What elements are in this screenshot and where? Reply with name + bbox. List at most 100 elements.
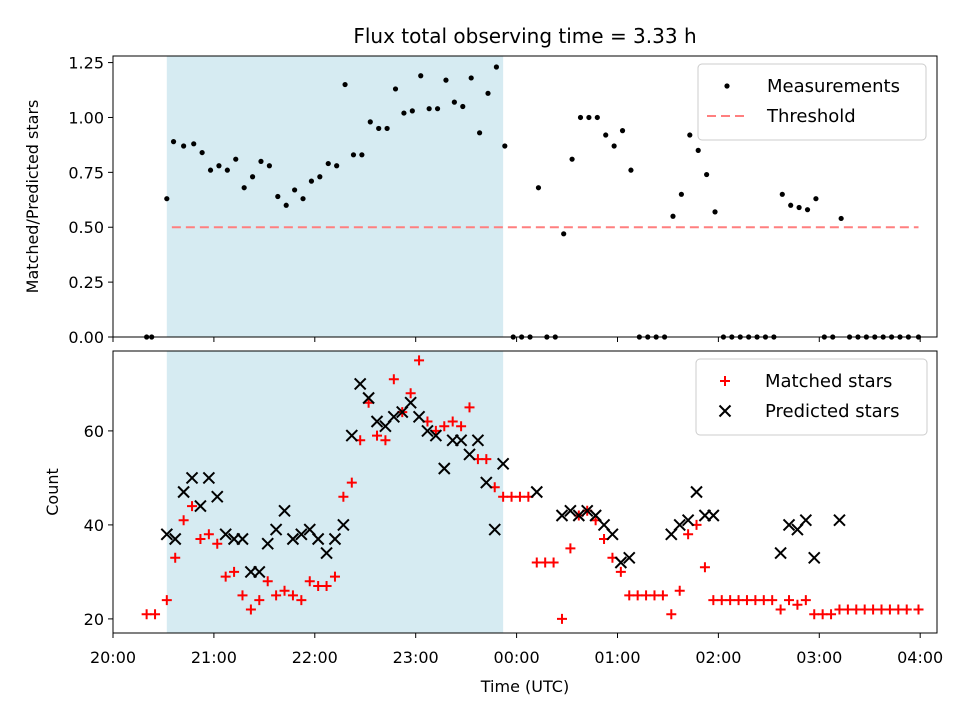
matched-star-point bbox=[498, 491, 509, 502]
bottom-ytick-label: 40 bbox=[84, 516, 104, 535]
measurement-point bbox=[468, 75, 474, 81]
measurement-point bbox=[249, 174, 256, 180]
measurement-point bbox=[712, 209, 718, 215]
bottom-panel: 20 40 60 20:00 21:00 22:00 23:00 00:00 01:00 02:0… bbox=[84, 350, 943, 667]
matched-star-point bbox=[414, 355, 425, 366]
matched-star-point bbox=[641, 590, 652, 601]
measurement-point bbox=[376, 125, 382, 132]
measurement-point bbox=[409, 108, 415, 114]
bottom-xtick-label: 21:00 bbox=[191, 648, 237, 667]
matched-star-point bbox=[750, 595, 761, 606]
measurement-point bbox=[502, 143, 508, 149]
matched-star-point bbox=[699, 562, 710, 573]
matched-star-point bbox=[842, 604, 853, 615]
measurement-point bbox=[611, 143, 617, 149]
predicted-star-point bbox=[269, 523, 283, 536]
top-ytick-label: 0.00 bbox=[68, 328, 104, 347]
matched-star-point bbox=[237, 590, 248, 601]
predicted-star-point bbox=[488, 523, 501, 536]
matched-star-point bbox=[893, 604, 904, 615]
matched-star-point bbox=[674, 585, 685, 596]
measurement-point bbox=[443, 77, 449, 83]
matched-star-point bbox=[913, 604, 924, 615]
matched-star-point bbox=[456, 421, 467, 432]
measurement-point bbox=[266, 163, 272, 169]
matched-star-point bbox=[405, 388, 416, 399]
predicted-star-point bbox=[253, 565, 266, 579]
matched-star-point bbox=[203, 529, 214, 540]
matched-star-point bbox=[800, 595, 811, 606]
measurement-point bbox=[258, 158, 264, 164]
bottom-xtick-label: 02:00 bbox=[695, 648, 741, 667]
matched-star-point bbox=[346, 477, 357, 488]
predicted-star-point bbox=[286, 532, 300, 546]
predicted-star-point bbox=[555, 509, 569, 522]
top-ytick-label: 0.25 bbox=[68, 273, 104, 292]
matched-star-point bbox=[329, 571, 340, 582]
measurement-point bbox=[241, 185, 247, 191]
matched-star-point bbox=[271, 590, 282, 601]
predicted-star-point bbox=[261, 537, 274, 550]
measurement-point bbox=[779, 191, 785, 197]
measurement-point bbox=[325, 160, 331, 167]
measurement-point bbox=[838, 215, 844, 222]
matched-star-point bbox=[161, 595, 172, 606]
top-legend-label: Measurements bbox=[767, 76, 900, 97]
predicted-star-point bbox=[404, 396, 417, 409]
top-legend-label: Threshold bbox=[766, 106, 856, 127]
measurement-point bbox=[384, 125, 390, 132]
top-ytick-label: 1.00 bbox=[68, 108, 104, 127]
measurement-point bbox=[678, 191, 684, 197]
top-ytick-label: 0.50 bbox=[68, 218, 104, 237]
top-ytick-label: 0.75 bbox=[68, 163, 104, 182]
matched-star-point bbox=[296, 595, 307, 606]
measurement-point bbox=[181, 143, 187, 149]
matched-star-point bbox=[548, 557, 559, 568]
measurement-point bbox=[207, 167, 214, 173]
measurement-point bbox=[224, 167, 230, 173]
matched-star-point bbox=[321, 581, 332, 591]
matched-star-point bbox=[826, 609, 837, 620]
matched-star-point bbox=[725, 595, 736, 606]
measurement-point bbox=[342, 81, 348, 88]
predicted-star-point bbox=[202, 471, 216, 485]
matched-star-point bbox=[632, 590, 643, 601]
matched-star-point bbox=[447, 416, 458, 427]
matched-star-point bbox=[556, 613, 567, 624]
matched-star-point bbox=[245, 604, 256, 615]
matched-star-point bbox=[514, 491, 525, 502]
matched-star-point bbox=[229, 566, 240, 577]
measurement-point bbox=[292, 187, 298, 193]
matched-star-point bbox=[565, 543, 576, 554]
matched-star-point bbox=[666, 609, 677, 620]
measurement-point bbox=[367, 119, 373, 125]
matched-star-point bbox=[150, 609, 161, 620]
matched-star-point bbox=[279, 585, 290, 596]
top-ylabel: Matched/Predicted stars bbox=[23, 100, 42, 294]
matched-star-point bbox=[657, 590, 668, 601]
predicted-star-point bbox=[614, 556, 628, 569]
matched-star-point bbox=[287, 590, 298, 601]
measurement-point bbox=[788, 202, 794, 208]
predicted-star-point bbox=[690, 485, 703, 499]
matched-star-point bbox=[187, 501, 198, 512]
predicted-star-point bbox=[328, 532, 342, 546]
measurement-point bbox=[476, 130, 483, 136]
predicted-star-point bbox=[673, 518, 686, 532]
predicted-star-point bbox=[278, 504, 291, 518]
predicted-star-point bbox=[454, 434, 468, 447]
matched-star-point bbox=[775, 604, 786, 615]
matched-star-point bbox=[212, 538, 223, 549]
measurement-point bbox=[535, 185, 542, 191]
measurement-point bbox=[191, 141, 197, 147]
bottom-xtick-label: 00:00 bbox=[494, 648, 540, 667]
bottom-xtick-label: 20:00 bbox=[90, 648, 136, 667]
predicted-star-point bbox=[412, 410, 426, 424]
matched-star-point bbox=[758, 595, 769, 606]
top-ytick-label: 1.25 bbox=[68, 54, 104, 73]
measurement-point bbox=[233, 156, 239, 162]
matched-star-point bbox=[817, 609, 828, 620]
predicted-star-point bbox=[160, 528, 174, 541]
measurement-point bbox=[418, 73, 424, 79]
